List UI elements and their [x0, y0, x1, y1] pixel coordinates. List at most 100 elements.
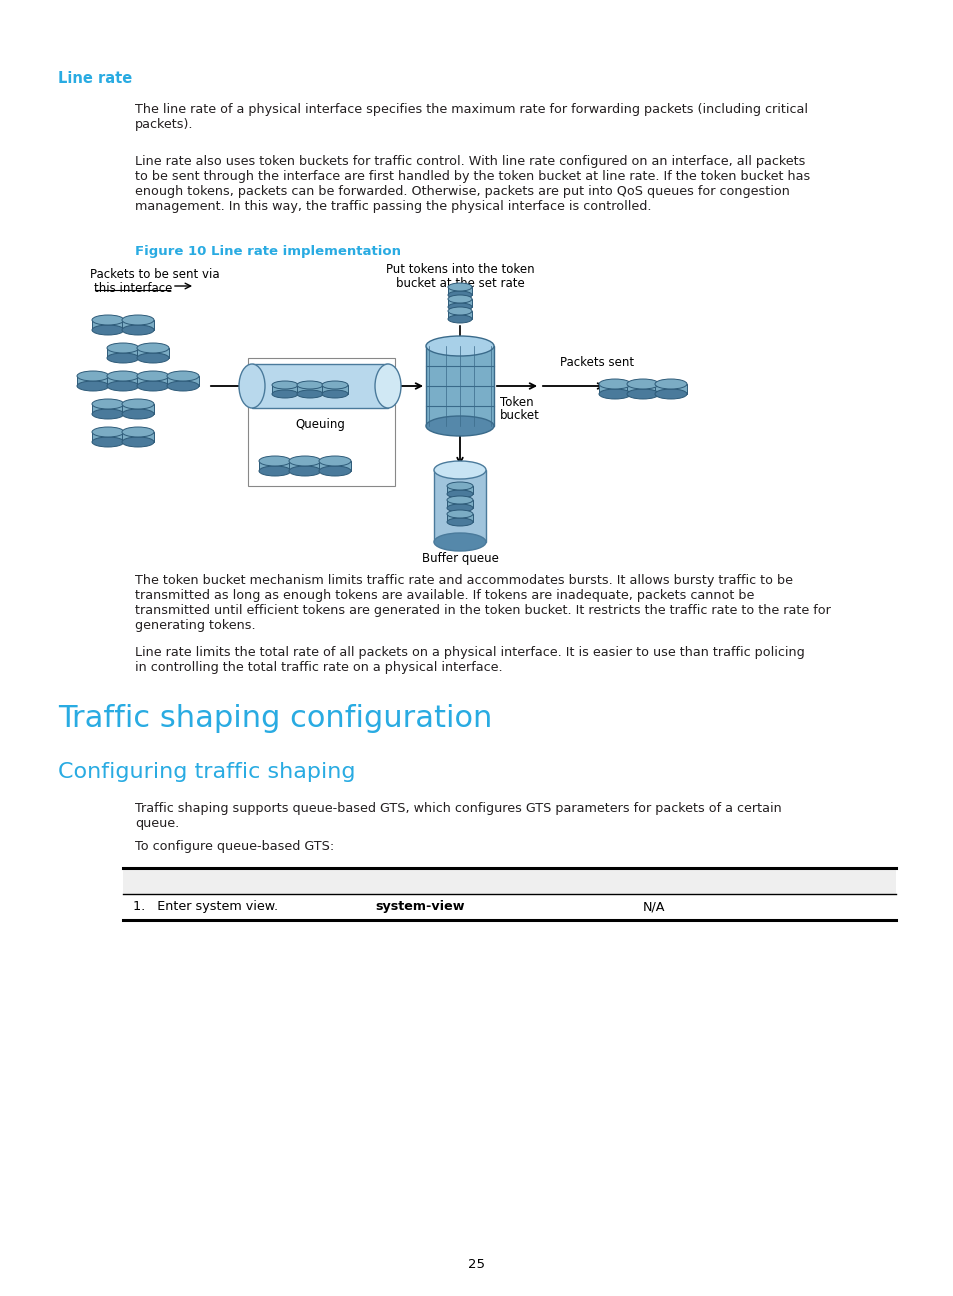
Ellipse shape — [434, 533, 485, 551]
Ellipse shape — [655, 389, 686, 399]
Polygon shape — [289, 461, 320, 470]
Polygon shape — [91, 320, 124, 330]
Ellipse shape — [289, 467, 320, 476]
Text: Buffer queue: Buffer queue — [421, 552, 497, 565]
Ellipse shape — [448, 307, 472, 315]
Ellipse shape — [447, 482, 473, 490]
Ellipse shape — [318, 456, 351, 467]
Ellipse shape — [448, 303, 472, 311]
Ellipse shape — [91, 410, 124, 419]
Polygon shape — [107, 349, 139, 358]
Text: Figure 10 Line rate implementation: Figure 10 Line rate implementation — [135, 245, 400, 258]
Polygon shape — [626, 384, 659, 394]
Polygon shape — [598, 384, 630, 394]
Ellipse shape — [289, 456, 320, 467]
Text: The line rate of a physical interface specifies the maximum rate for forwarding : The line rate of a physical interface sp… — [135, 102, 807, 131]
Ellipse shape — [122, 399, 153, 410]
Ellipse shape — [272, 381, 297, 389]
Ellipse shape — [107, 371, 139, 381]
Text: The token bucket mechanism limits traffic rate and accommodates bursts. It allow: The token bucket mechanism limits traffi… — [135, 574, 830, 632]
Text: Put tokens into the token: Put tokens into the token — [385, 263, 534, 276]
Ellipse shape — [91, 325, 124, 334]
Ellipse shape — [91, 426, 124, 437]
Ellipse shape — [122, 437, 153, 447]
Ellipse shape — [296, 381, 323, 389]
Ellipse shape — [137, 353, 169, 363]
Polygon shape — [272, 385, 297, 394]
Ellipse shape — [107, 343, 139, 353]
Polygon shape — [252, 364, 388, 408]
Ellipse shape — [318, 467, 351, 476]
FancyBboxPatch shape — [123, 868, 895, 894]
Polygon shape — [77, 376, 109, 386]
Ellipse shape — [448, 295, 472, 303]
Ellipse shape — [426, 336, 494, 356]
Text: N/A: N/A — [642, 899, 665, 912]
Text: bucket: bucket — [499, 410, 539, 422]
Text: Configuring traffic shaping: Configuring traffic shaping — [58, 762, 355, 781]
Polygon shape — [167, 376, 199, 386]
Polygon shape — [434, 470, 485, 542]
Text: Line rate limits the total rate of all packets on a physical interface. It is ea: Line rate limits the total rate of all p… — [135, 645, 804, 674]
Polygon shape — [122, 432, 153, 442]
Text: Line rate: Line rate — [58, 71, 132, 86]
Polygon shape — [318, 461, 351, 470]
Ellipse shape — [137, 381, 169, 391]
Polygon shape — [258, 461, 291, 470]
Ellipse shape — [598, 378, 630, 389]
Text: Packets to be sent via: Packets to be sent via — [90, 268, 219, 281]
Polygon shape — [322, 385, 348, 394]
Ellipse shape — [447, 496, 473, 504]
Ellipse shape — [122, 426, 153, 437]
Polygon shape — [137, 349, 169, 358]
Text: Token: Token — [499, 397, 533, 410]
Ellipse shape — [448, 283, 472, 292]
Ellipse shape — [258, 456, 291, 467]
Polygon shape — [447, 515, 473, 522]
Polygon shape — [448, 286, 472, 295]
Polygon shape — [426, 346, 494, 426]
Ellipse shape — [296, 390, 323, 398]
Text: To configure queue-based GTS:: To configure queue-based GTS: — [135, 840, 334, 853]
Ellipse shape — [167, 371, 199, 381]
Ellipse shape — [122, 315, 153, 325]
Text: Traffic shaping supports queue-based GTS, which configures GTS parameters for pa: Traffic shaping supports queue-based GTS… — [135, 802, 781, 829]
Polygon shape — [447, 486, 473, 494]
Text: Queuing: Queuing — [294, 419, 345, 432]
Ellipse shape — [447, 511, 473, 518]
Polygon shape — [448, 299, 472, 307]
Ellipse shape — [137, 371, 169, 381]
Ellipse shape — [107, 353, 139, 363]
Ellipse shape — [239, 364, 265, 408]
Ellipse shape — [448, 292, 472, 299]
Ellipse shape — [77, 381, 109, 391]
Ellipse shape — [447, 490, 473, 498]
Text: Command: Command — [375, 874, 449, 886]
Ellipse shape — [322, 390, 348, 398]
Ellipse shape — [434, 461, 485, 480]
Text: 1.   Enter system view.: 1. Enter system view. — [132, 899, 278, 912]
Polygon shape — [107, 376, 139, 386]
Text: Line rate also uses token buckets for traffic control. With line rate configured: Line rate also uses token buckets for tr… — [135, 156, 809, 213]
Ellipse shape — [322, 381, 348, 389]
Text: 25: 25 — [468, 1258, 485, 1271]
Ellipse shape — [167, 381, 199, 391]
Text: Remarks: Remarks — [642, 874, 708, 886]
Ellipse shape — [91, 315, 124, 325]
Text: Traffic shaping configuration: Traffic shaping configuration — [58, 704, 492, 734]
Text: this interface: this interface — [94, 283, 172, 295]
Polygon shape — [122, 404, 153, 413]
Ellipse shape — [447, 504, 473, 512]
Text: Step: Step — [132, 874, 167, 886]
Polygon shape — [122, 320, 153, 330]
Ellipse shape — [91, 437, 124, 447]
Polygon shape — [91, 432, 124, 442]
Ellipse shape — [447, 518, 473, 526]
Polygon shape — [447, 500, 473, 508]
Text: bucket at the set rate: bucket at the set rate — [395, 277, 524, 290]
Polygon shape — [655, 384, 686, 394]
Ellipse shape — [272, 390, 297, 398]
Text: system-view: system-view — [375, 899, 464, 912]
Ellipse shape — [122, 410, 153, 419]
Ellipse shape — [77, 371, 109, 381]
